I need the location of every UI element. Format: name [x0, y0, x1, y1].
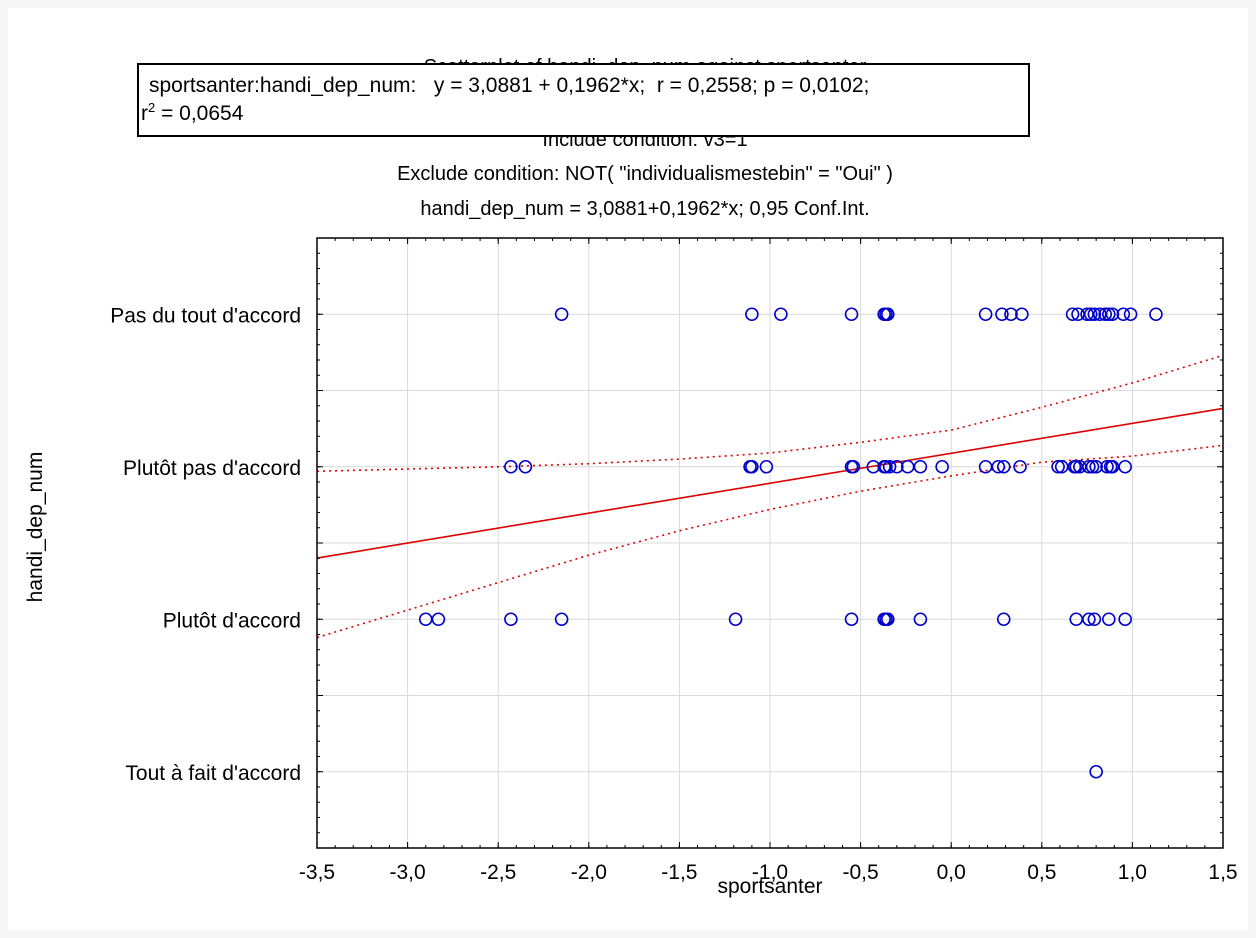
data-point — [879, 459, 893, 474]
data-point — [1149, 307, 1163, 322]
x-tick-label: 0,0 — [937, 861, 966, 884]
data-point — [1102, 612, 1116, 627]
data-point — [1089, 459, 1103, 474]
r-squared-value: = 0,0654 — [155, 102, 244, 125]
data-point — [882, 459, 897, 474]
data-point — [774, 307, 788, 322]
data-point — [1087, 307, 1102, 322]
data-point — [504, 459, 518, 474]
regression-line-group — [316, 407, 1224, 559]
data-point — [1116, 307, 1131, 322]
data-point — [431, 612, 446, 627]
data-point — [844, 307, 859, 322]
x-tick-label: 1,5 — [1208, 861, 1237, 884]
data-point — [745, 459, 759, 474]
data-point — [1015, 307, 1029, 322]
data-points — [418, 307, 1163, 779]
x-tick-label: -3,0 — [390, 861, 426, 884]
data-point — [1118, 612, 1132, 627]
data-point — [1087, 612, 1102, 627]
data-point — [554, 307, 569, 322]
data-point — [996, 612, 1011, 627]
y-tick-labels: Pas du tout d'accord Plutôt pas d'accord P… — [110, 304, 301, 785]
r-squared-symbol: r — [141, 102, 148, 125]
data-point — [504, 612, 518, 627]
x-tick-label: -1,0 — [752, 861, 788, 884]
data-point — [1098, 307, 1113, 322]
grid — [316, 238, 1224, 848]
data-point — [995, 307, 1009, 322]
data-point — [846, 459, 861, 474]
data-point — [844, 612, 859, 627]
axis-ticks — [316, 237, 1224, 849]
data-point — [1013, 459, 1027, 474]
data-point — [991, 459, 1006, 474]
data-point — [1082, 459, 1096, 474]
data-point — [1083, 307, 1098, 322]
data-point — [1123, 307, 1138, 322]
data-point — [890, 459, 904, 474]
data-point — [978, 307, 993, 322]
title-line-4: handi_dep_num = 3,0881+0,1962*x; 0,95 Co… — [420, 198, 869, 220]
data-point — [1051, 459, 1065, 474]
x-tick-label: -2,0 — [571, 861, 607, 884]
data-point — [759, 459, 774, 474]
r-squared-exponent: 2 — [148, 100, 156, 115]
ci-lower-line — [316, 444, 1224, 639]
data-point — [1004, 307, 1018, 322]
x-tick-labels: -3,5 -3,0 -2,5 -2,0 -1,5 -1,0 -0,5 0,0 0,5 1,0 1,5 — [299, 861, 1238, 884]
data-point — [1105, 307, 1120, 322]
data-point — [554, 612, 569, 627]
y-tick-label: Plutôt d'accord — [163, 609, 301, 632]
data-point — [935, 459, 949, 474]
data-point — [880, 612, 895, 627]
x-tick-label: 0,5 — [1027, 861, 1056, 884]
confidence-band — [316, 354, 1224, 639]
y-tick-label: Pas du tout d'accord — [110, 304, 301, 327]
x-tick-label: 1,0 — [1118, 861, 1147, 884]
data-point — [728, 612, 743, 627]
data-point — [1082, 612, 1096, 627]
x-axis-label: sportsanter — [717, 875, 822, 898]
y-axis-label: handi_dep_num — [24, 452, 47, 603]
ci-upper-line — [316, 354, 1224, 473]
data-point — [1100, 459, 1114, 474]
title-line-3: Exclude condition: NOT( "individualismes… — [397, 163, 893, 185]
x-tick-label: -2,5 — [480, 861, 516, 884]
x-tick-label: -3,5 — [299, 861, 335, 884]
data-point — [1118, 459, 1132, 474]
data-point — [1102, 307, 1116, 322]
r-squared-line: r2 = 0,0654 — [141, 99, 1020, 129]
regression-line — [316, 407, 1224, 559]
data-point — [913, 612, 928, 627]
data-point — [913, 459, 928, 474]
y-tick-label: Plutôt pas d'accord — [123, 457, 301, 480]
x-tick-label: -1,5 — [661, 861, 697, 884]
y-tick-label: Tout à fait d'accord — [125, 762, 301, 785]
data-point — [880, 307, 895, 322]
regression-stats-box: sportsanter:handi_dep_num: y = 3,0881 + … — [137, 63, 1030, 137]
data-point — [1065, 307, 1080, 322]
data-point — [996, 459, 1011, 474]
data-point — [1089, 764, 1103, 779]
data-point — [518, 459, 533, 474]
data-point — [1085, 459, 1100, 474]
data-point — [745, 307, 759, 322]
x-tick-label: -0,5 — [843, 861, 879, 884]
regression-stats-line: sportsanter:handi_dep_num: y = 3,0881 + … — [149, 74, 870, 97]
